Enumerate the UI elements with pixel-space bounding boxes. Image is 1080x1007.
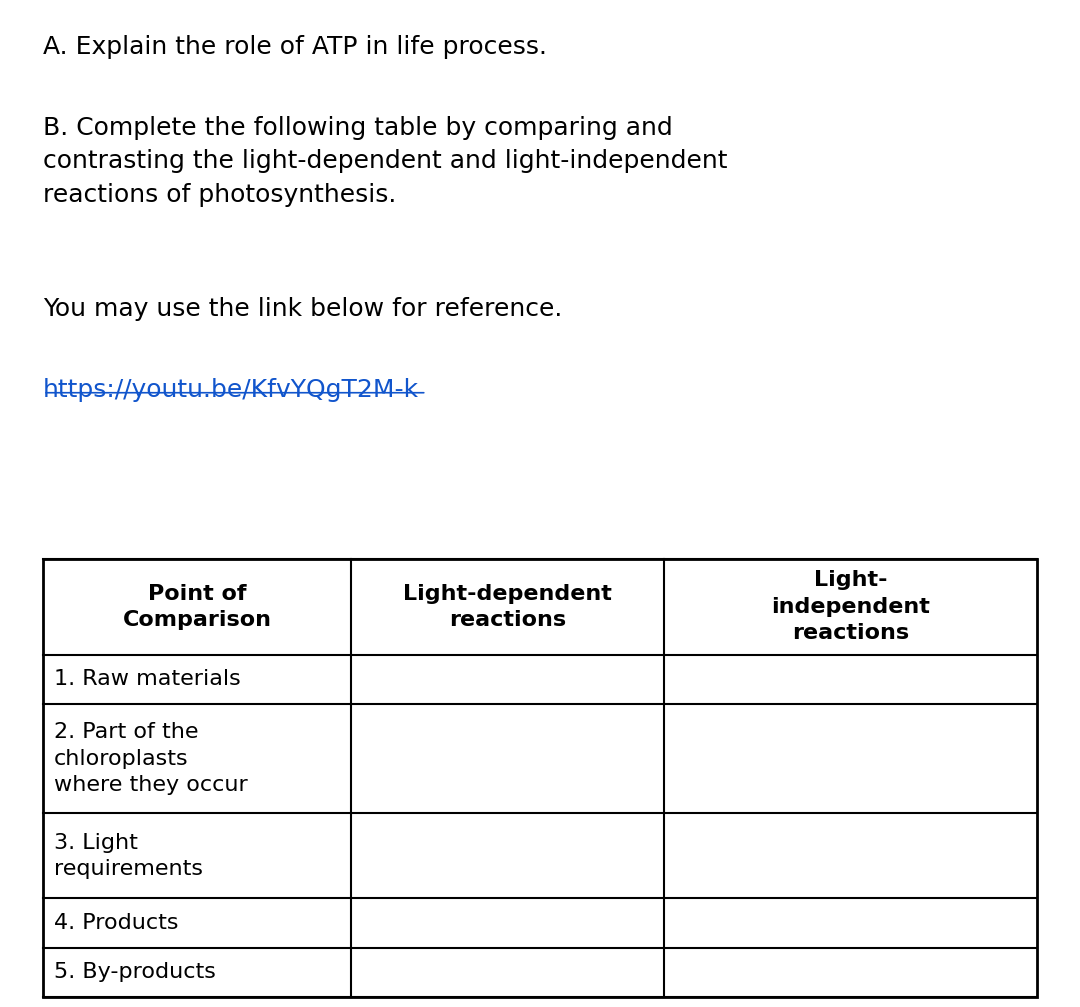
Text: Point of
Comparison: Point of Comparison [123,584,271,630]
Bar [43,559,1037,997]
Text: You may use the link below for reference.: You may use the link below for reference… [43,297,563,321]
Text: https://youtu.be/KfvYQgT2M-k: https://youtu.be/KfvYQgT2M-k [43,378,419,402]
Text: Light-
independent
reactions: Light- independent reactions [771,570,930,643]
Text: 3. Light
requirements: 3. Light requirements [54,833,203,879]
Text: 5. By-products: 5. By-products [54,963,216,982]
Text: 1. Raw materials: 1. Raw materials [54,670,241,690]
Text: B. Complete the following table by comparing and
contrasting the light-dependent: B. Complete the following table by compa… [43,116,728,206]
Text: 2. Part of the
chloroplasts
where they occur: 2. Part of the chloroplasts where they o… [54,722,247,796]
Text: Light-dependent
reactions: Light-dependent reactions [403,584,612,630]
Text: A. Explain the role of ATP in life process.: A. Explain the role of ATP in life proce… [43,35,548,59]
Text: 4. Products: 4. Products [54,913,178,933]
